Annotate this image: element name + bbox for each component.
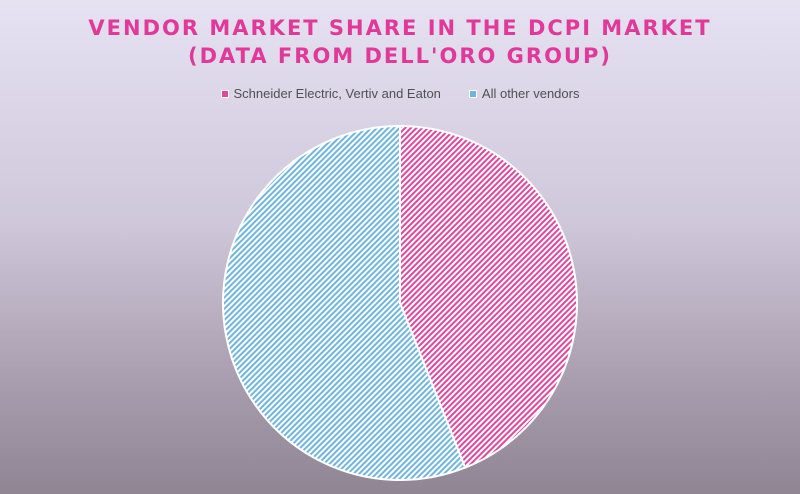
legend-label-other-vendors: All other vendors [481,86,580,101]
legend-item-other-vendors: All other vendors [468,86,580,101]
pie-slice-top-three [399,124,578,469]
legend-swatch-top-three [220,89,229,98]
legend-label-top-three: Schneider Electric, Vertiv and Eaton [233,86,441,101]
chart-title: VENDOR MARKET SHARE IN THE DCPI MARKET (… [0,14,800,70]
legend-swatch-other-vendors [468,89,477,98]
chart-title-line-1: VENDOR MARKET SHARE IN THE DCPI MARKET [88,16,712,40]
pie-slice-other-vendors [222,124,467,481]
pie-slices [222,124,578,481]
chart-legend: Schneider Electric, Vertiv and Eaton All… [0,86,800,101]
chart-title-line-2: (DATA FROM DELL'ORO GROUP) [188,44,612,68]
legend-item-top-three: Schneider Electric, Vertiv and Eaton [220,86,441,101]
